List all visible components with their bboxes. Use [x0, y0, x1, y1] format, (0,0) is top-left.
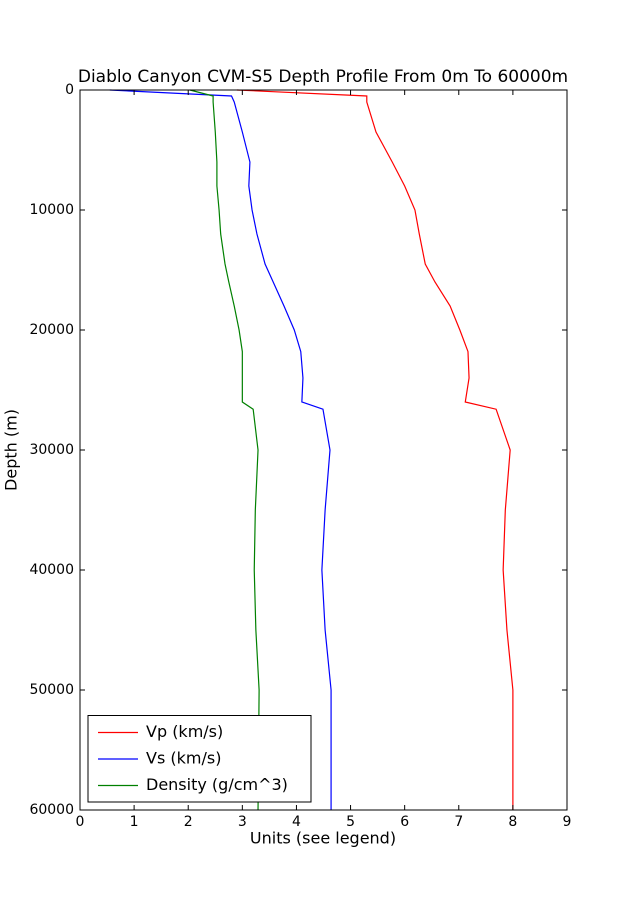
x-tick-label: 4 [292, 814, 301, 830]
x-tick-label: 3 [238, 814, 247, 830]
x-tick-label: 7 [454, 814, 463, 830]
y-tick-label: 30000 [29, 442, 74, 458]
data-line [189, 89, 260, 811]
chart-title: Diablo Canyon CVM-S5 Depth Profile From … [78, 67, 568, 87]
x-tick-label: 8 [508, 814, 517, 830]
data-line [236, 89, 514, 810]
legend-label: Density (g/cm^3) [146, 775, 288, 794]
legend-label: Vs (km/s) [146, 749, 221, 768]
y-tick-label: 60000 [29, 802, 74, 818]
x-tick-label: 1 [130, 814, 139, 830]
y-tick-label: 40000 [29, 562, 74, 578]
legend-label: Vp (km/s) [146, 722, 223, 741]
x-tick-label: 2 [184, 814, 193, 830]
x-tick-label: 5 [346, 814, 355, 830]
y-tick-label: 50000 [29, 682, 74, 698]
x-tick-label: 0 [76, 814, 85, 830]
y-axis-label: Depth (m) [2, 409, 21, 491]
data-line [109, 89, 332, 810]
y-tick-label: 10000 [29, 202, 74, 218]
y-tick-label: 20000 [29, 322, 74, 338]
x-tick-label: 6 [400, 814, 409, 830]
y-tick-label: 0 [65, 82, 74, 98]
x-tick-label: 9 [563, 814, 572, 830]
x-axis-label: Units (see legend) [250, 829, 396, 848]
